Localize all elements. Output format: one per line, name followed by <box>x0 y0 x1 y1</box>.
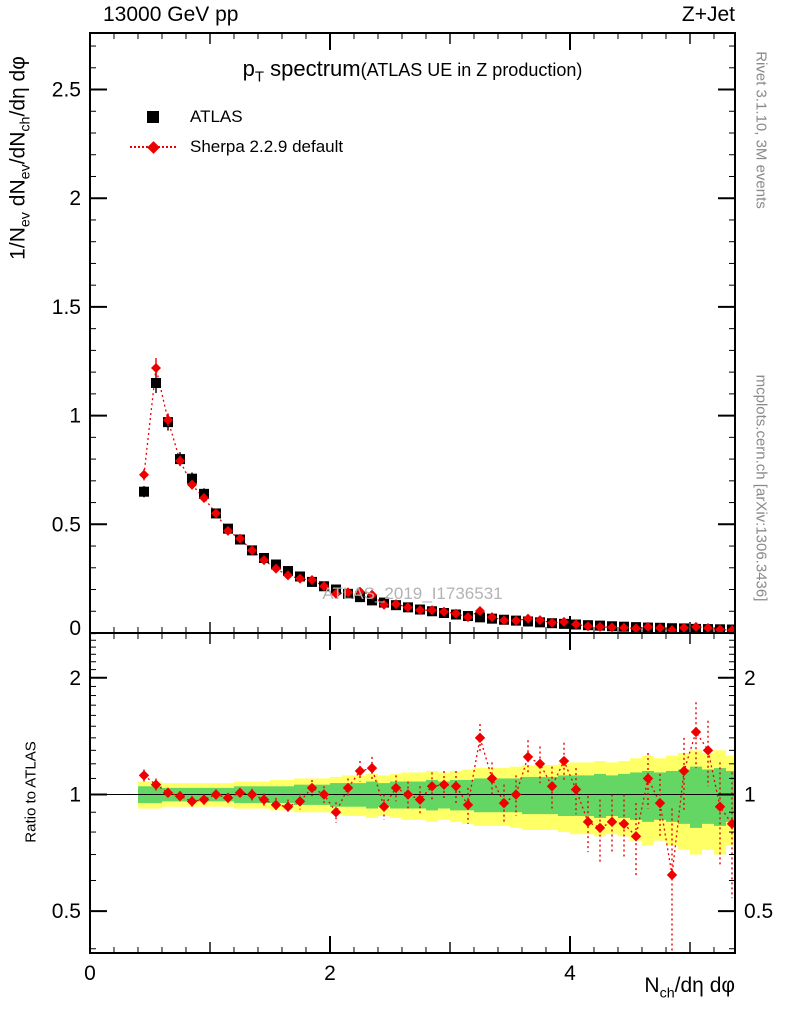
svg-text:1.5: 1.5 <box>52 296 81 319</box>
rivet-version-note: Rivet 3.1.10, 3M events <box>752 51 770 209</box>
x-axis-label: Nch/dη dφ <box>644 974 735 1002</box>
svg-text:2: 2 <box>744 667 756 690</box>
svg-text:0.5: 0.5 <box>52 900 81 923</box>
beam-energy-label: 13000 GeV pp <box>103 3 239 26</box>
process-label: Z+Jet <box>681 3 735 26</box>
svg-text:0.5: 0.5 <box>52 513 81 536</box>
svg-text:2: 2 <box>324 962 336 985</box>
legend: ATLAS Sherpa 2.2.9 default <box>130 102 343 162</box>
legend-label-atlas: ATLAS <box>190 107 243 126</box>
analysis-watermark: ATLAS_2019_I1736531 <box>322 584 503 603</box>
sherpa-diamond-marker-icon <box>130 139 176 155</box>
mcplots-reference-note: mcplots.cern.ch [arXiv:1306.3436] <box>752 374 770 602</box>
svg-text:2.5: 2.5 <box>52 79 81 102</box>
legend-item-sherpa: Sherpa 2.2.9 default <box>130 132 343 162</box>
plot-title-main: pT spectrum <box>242 56 361 86</box>
legend-item-atlas: ATLAS <box>130 102 343 132</box>
plot-title: pT spectrum(ATLAS UE in Z production) <box>90 56 735 86</box>
svg-text:1: 1 <box>744 783 756 806</box>
svg-text:4: 4 <box>564 962 576 985</box>
svg-text:2: 2 <box>69 187 81 210</box>
plot-title-paren: (ATLAS UE in Z production) <box>360 60 583 80</box>
svg-text:0: 0 <box>69 617 81 640</box>
svg-text:0: 0 <box>84 962 96 985</box>
svg-text:1: 1 <box>69 783 81 806</box>
svg-text:1: 1 <box>69 405 81 428</box>
legend-label-sherpa: Sherpa 2.2.9 default <box>190 137 344 156</box>
y-axis-label-top: 1/Nev dNev/dNch/dη dφ <box>6 56 34 260</box>
svg-text:0.5: 0.5 <box>744 900 773 923</box>
atlas-square-marker-icon <box>130 109 176 125</box>
svg-text:2: 2 <box>69 667 81 690</box>
y-axis-label-ratio: Ratio to ATLAS <box>22 741 40 843</box>
